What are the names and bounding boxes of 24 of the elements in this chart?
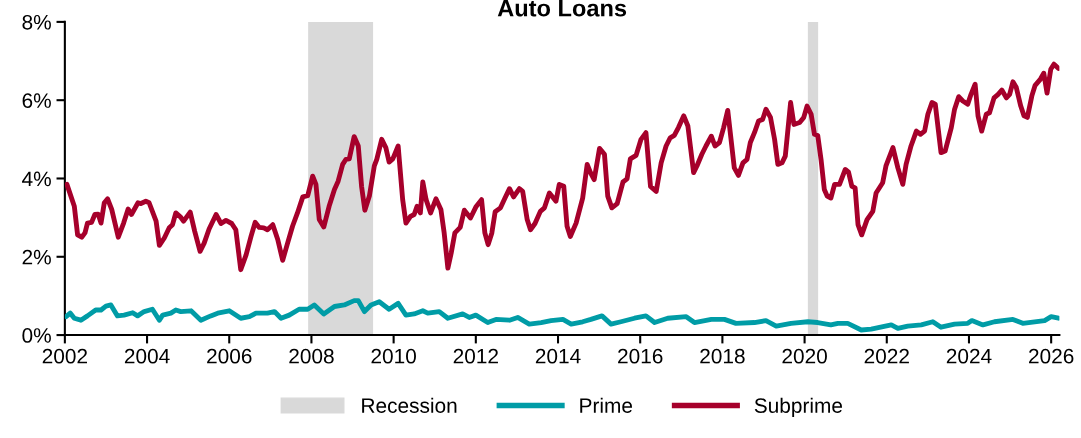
x-tick-label: 2016 bbox=[618, 348, 663, 364]
y-tick-label: 4% bbox=[22, 171, 51, 187]
y-tick-label: 8% bbox=[22, 14, 51, 30]
y-tick-label: 2% bbox=[22, 249, 51, 265]
x-tick-label: 2026 bbox=[1029, 348, 1074, 364]
x-tick-label: 2024 bbox=[946, 348, 992, 364]
legend-label: Recession bbox=[362, 397, 457, 413]
x-tick-label: 2010 bbox=[371, 348, 416, 364]
x-tick-label: 2002 bbox=[42, 348, 87, 364]
x-tick-label: 2006 bbox=[207, 348, 252, 364]
legend-label: Subprime bbox=[754, 397, 843, 418]
x-tick-label: 2008 bbox=[289, 348, 334, 364]
line-series bbox=[64, 298, 1060, 333]
y-tick-label: 6% bbox=[22, 93, 51, 108]
chart-title: Auto Loans bbox=[497, 0, 627, 17]
legend-label: Prime bbox=[580, 397, 633, 413]
x-tick-label: 2020 bbox=[782, 348, 827, 364]
line-series bbox=[64, 61, 1060, 273]
x-tick-label: 2022 bbox=[864, 348, 909, 364]
x-tick-label: 2012 bbox=[453, 348, 498, 364]
x-tick-label: 2014 bbox=[535, 348, 581, 364]
y-tick-label: 0% bbox=[22, 328, 51, 343]
x-tick-label: 2004 bbox=[124, 348, 170, 364]
x-tick-label: 2018 bbox=[700, 348, 745, 364]
